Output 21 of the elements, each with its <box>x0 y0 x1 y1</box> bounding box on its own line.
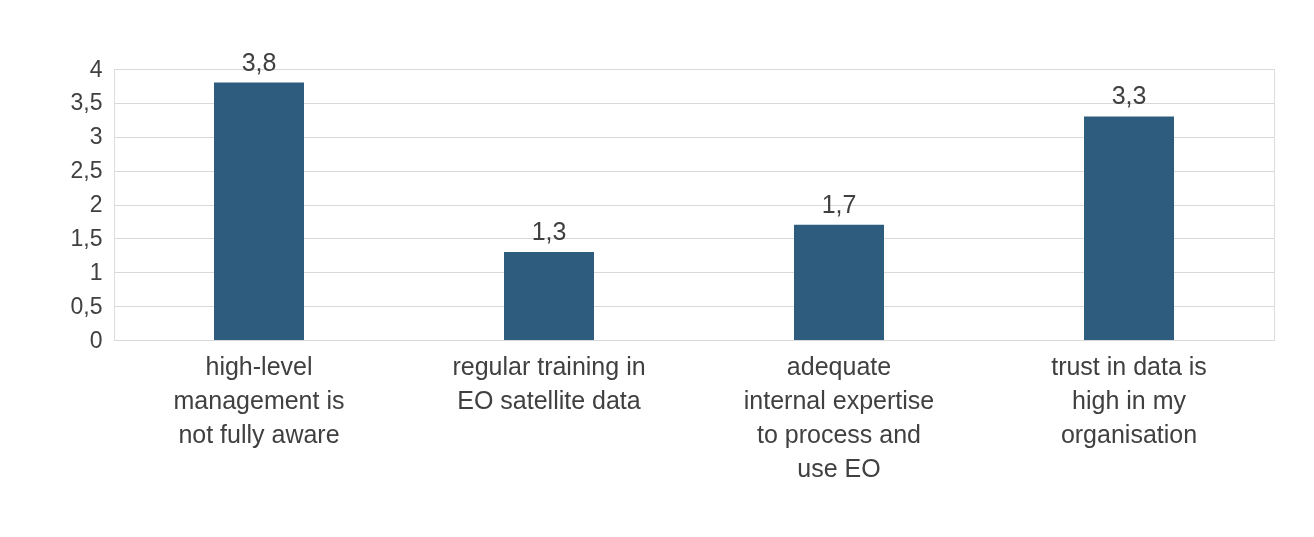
data-label: 3,8 <box>241 47 277 76</box>
y-tick-label: 0,5 <box>70 292 103 319</box>
y-tick-label: 1 <box>89 258 103 285</box>
y-tick-label: 2 <box>89 191 103 217</box>
y-tick-label: 1,5 <box>70 224 103 251</box>
x-tick-label: regular training in EO satellite data <box>452 351 646 414</box>
bar <box>214 82 304 340</box>
y-tick-label: 0 <box>89 326 103 353</box>
x-tick-label: adequate internal expertise to process and use EO <box>743 351 935 482</box>
bar <box>1084 116 1174 340</box>
y-tick-label: 3 <box>89 123 103 150</box>
data-label: 1,7 <box>821 189 857 218</box>
y-tick-label: 4 <box>89 55 103 82</box>
y-tick-label: 2,5 <box>70 157 103 184</box>
x-tick-label: trust in data is high in my organisation <box>1051 351 1207 448</box>
data-label: 1,3 <box>531 216 567 245</box>
bar <box>794 224 884 340</box>
y-tick-label: 3,5 <box>70 89 103 116</box>
x-tick-label: high-level management is not fully aware <box>173 351 345 448</box>
bar <box>504 251 594 340</box>
data-label: 3,3 <box>1111 81 1147 110</box>
